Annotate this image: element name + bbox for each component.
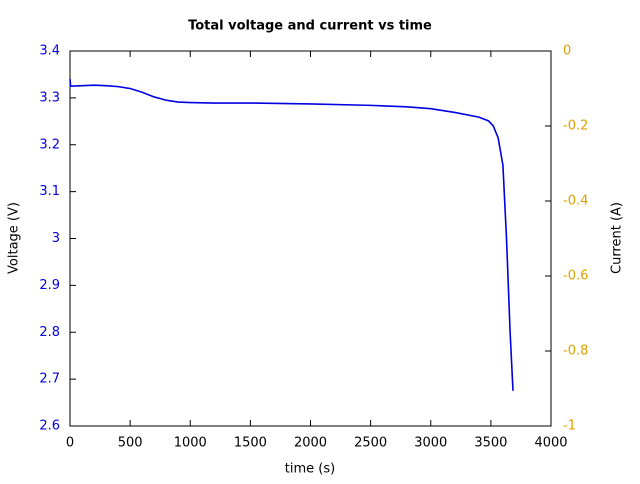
- x-tick-label: 1000: [174, 436, 207, 451]
- plot-frame: [69, 50, 552, 427]
- x-tick-label: 2000: [294, 436, 327, 451]
- y-tick-label: 3: [52, 231, 60, 246]
- y-tick-label: 3.3: [39, 90, 60, 105]
- y-tick-label: 3.1: [39, 184, 60, 199]
- y2-tick-label: -0.4: [563, 194, 588, 209]
- x-tick-label: 2500: [354, 436, 387, 451]
- chart-title: Total voltage and current vs time: [188, 19, 432, 34]
- y2-tick-label: -0.6: [563, 269, 588, 284]
- y2-axis-label: Current (A): [610, 202, 625, 274]
- x-tick-label: 4000: [534, 436, 567, 451]
- x-tick-label: 3000: [414, 436, 447, 451]
- y-tick-label: 2.7: [39, 372, 60, 387]
- y2-tick-label: 0: [563, 44, 571, 59]
- y-tick-label: 2.6: [39, 419, 60, 434]
- y-tick-label: 2.8: [39, 325, 60, 340]
- y-tick-label: 2.9: [39, 278, 60, 293]
- x-tick-label: 500: [118, 436, 143, 451]
- x-tick-label: 1500: [234, 436, 267, 451]
- data-line: [69, 79, 514, 391]
- y2-tick-label: -0.2: [563, 119, 588, 134]
- x-tick-label: 0: [66, 436, 74, 451]
- x-tick-label: 3500: [474, 436, 507, 451]
- y-axis-label: Voltage (V): [7, 202, 22, 274]
- x-axis-label: time (s): [285, 462, 335, 477]
- y2-tick-label: -1: [563, 419, 576, 434]
- y-tick-label: 3.4: [39, 44, 60, 59]
- y2-tick-label: -0.8: [563, 344, 588, 359]
- y-tick-label: 3.2: [39, 137, 60, 152]
